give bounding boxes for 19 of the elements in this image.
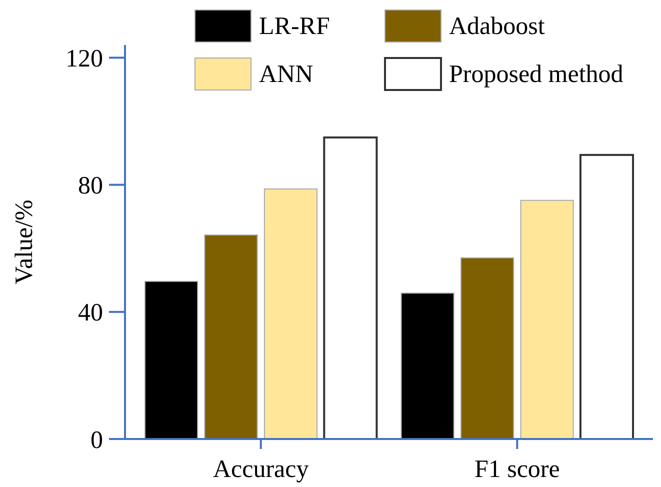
legend-label: Proposed method: [449, 61, 624, 88]
x-tick-label: Accuracy: [212, 456, 310, 483]
y-tick-label: 0: [90, 426, 103, 454]
bar: [400, 292, 454, 440]
bar: [204, 234, 258, 440]
bar: [579, 154, 634, 440]
y-tick-label: 80: [78, 172, 103, 200]
bar: [520, 200, 574, 440]
bar: [323, 136, 378, 440]
x-tick-label: F1 score: [474, 456, 560, 483]
legend-label: LR-RF: [259, 13, 330, 40]
legend-label: ANN: [259, 61, 314, 88]
bar: [144, 280, 198, 440]
bar: [264, 188, 318, 440]
legend-label: Adaboost: [449, 13, 545, 40]
bar: [460, 257, 514, 440]
y-tick-label: 40: [78, 300, 103, 327]
y-tick-label: 120: [66, 45, 103, 72]
y-axis-title: Value/%: [11, 200, 38, 284]
